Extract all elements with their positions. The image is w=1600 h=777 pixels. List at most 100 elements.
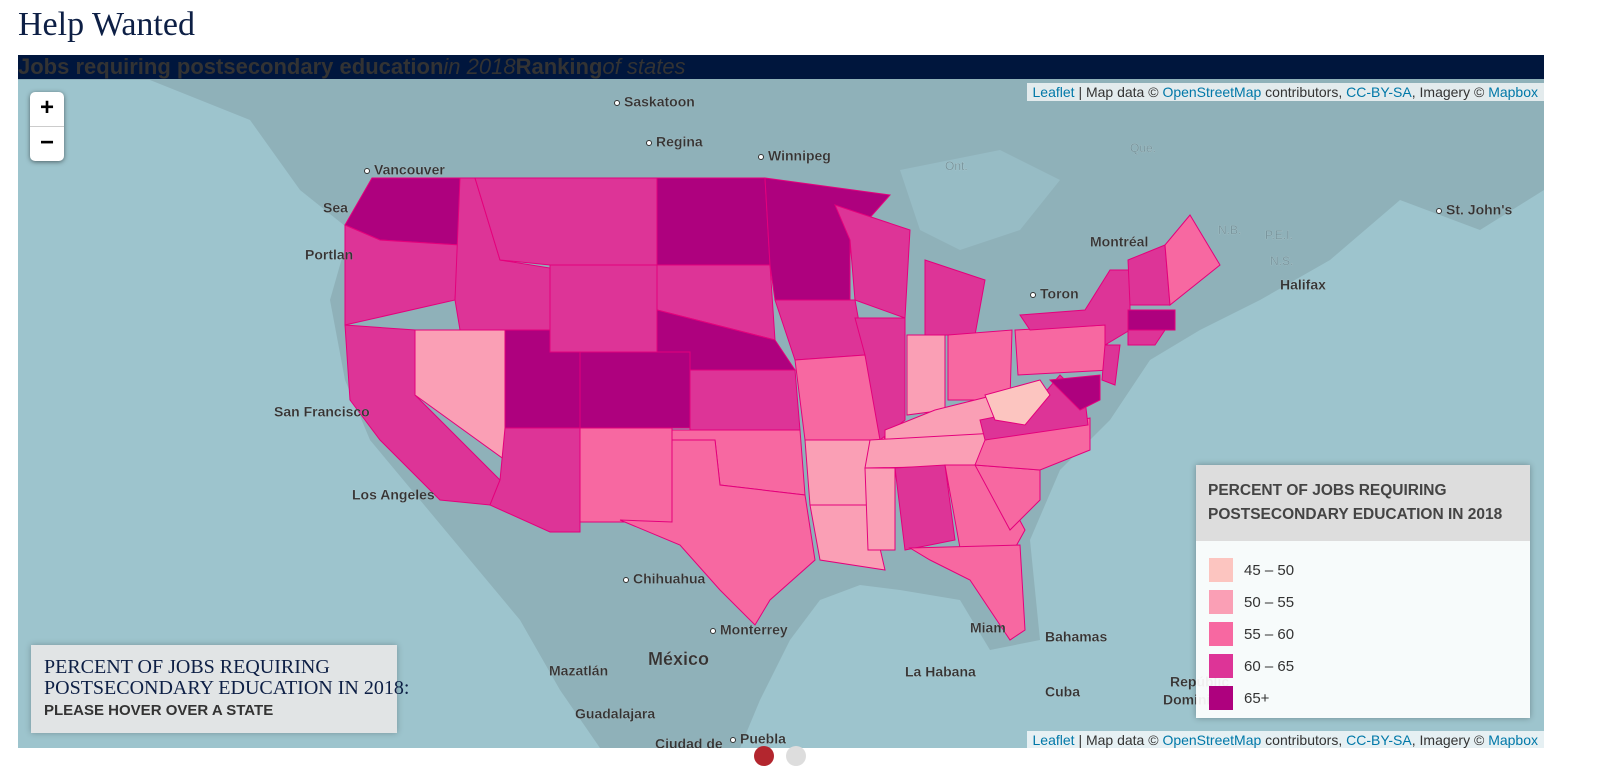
attribution-text: | Map data © — [1078, 732, 1159, 748]
place-dot — [614, 100, 620, 106]
attribution-link[interactable]: CC-BY-SA — [1346, 732, 1412, 748]
place-dot — [364, 168, 370, 174]
place-label: México — [648, 649, 709, 669]
legend-label: 55 – 60 — [1244, 625, 1295, 643]
place-label: Toron — [1040, 286, 1079, 302]
state[interactable] — [619, 439, 816, 626]
legend-items: 45 – 50 50 – 55 55 – 60 60 – 65 65+ — [1196, 541, 1530, 710]
attribution-link[interactable]: Mapbox — [1488, 84, 1538, 100]
legend-swatch — [1209, 622, 1233, 646]
legend-swatch — [1209, 654, 1233, 678]
place-label: Saskatoon — [624, 94, 695, 110]
place-label: La Habana — [905, 664, 976, 680]
state[interactable] — [1014, 324, 1111, 376]
place-label: Puebla — [740, 731, 786, 747]
state[interactable] — [804, 439, 876, 506]
place-label: Montréal — [1090, 234, 1148, 250]
place-label: Halifax — [1280, 277, 1326, 293]
info-title: PERCENT OF JOBS REQUIRING POSTSECONDARY … — [44, 656, 410, 699]
legend-label: 65+ — [1244, 689, 1270, 707]
state[interactable] — [656, 177, 771, 266]
place-label: P.E.I. — [1265, 228, 1293, 242]
state[interactable] — [689, 369, 801, 431]
place-dot — [646, 140, 652, 146]
legend-item: 65+ — [1209, 686, 1530, 710]
info-box: PERCENT OF JOBS REQUIRING POSTSECONDARY … — [31, 645, 409, 733]
state[interactable] — [947, 329, 1013, 401]
state[interactable] — [834, 204, 911, 319]
zoom-in[interactable]: + — [39, 94, 54, 121]
state[interactable] — [1164, 214, 1221, 306]
attribution: Leaflet | Map data © OpenStreetMap contr… — [1026, 731, 1544, 749]
attribution-text: | Map data © — [1078, 84, 1159, 100]
legend-item: 45 – 50 — [1209, 558, 1530, 582]
attribution-text: , Imagery © — [1411, 84, 1485, 100]
place-label: Chihuahua — [633, 571, 706, 587]
state[interactable] — [1127, 329, 1166, 346]
state[interactable] — [1127, 309, 1176, 331]
legend-label: 50 – 55 — [1244, 593, 1295, 611]
place-label: Ont. — [945, 159, 968, 173]
place-label: Ciudad de — [655, 736, 723, 752]
attribution-link[interactable]: OpenStreetMap — [1162, 84, 1262, 100]
legend-label: 45 – 50 — [1244, 561, 1295, 579]
legend-swatch — [1209, 590, 1233, 614]
state[interactable] — [894, 464, 956, 551]
state[interactable] — [549, 264, 658, 353]
legend-label: 60 – 65 — [1244, 657, 1295, 675]
legend-swatch — [1209, 686, 1233, 710]
attribution-link[interactable]: Leaflet — [1032, 84, 1075, 100]
attribution-link[interactable]: CC-BY-SA — [1346, 84, 1412, 100]
carousel-dot[interactable] — [754, 746, 774, 766]
attribution-link[interactable]: Mapbox — [1488, 732, 1538, 748]
map-header: Jobs requiring postsecondary educationin… — [18, 55, 1544, 79]
header-text: of states — [602, 55, 686, 79]
attribution-link[interactable]: Leaflet — [1032, 732, 1075, 748]
place-label: Regina — [656, 134, 703, 150]
state[interactable] — [864, 467, 896, 551]
place-label: Sea — [323, 200, 348, 216]
place-dot — [730, 737, 736, 743]
attribution-text: contributors, — [1265, 84, 1343, 100]
legend-item: 55 – 60 — [1209, 622, 1530, 646]
header-text: Jobs requiring postsecondary education — [18, 55, 444, 79]
carousel-dot[interactable] — [786, 746, 806, 766]
attribution-text: contributors, — [1265, 732, 1343, 748]
zoom-control: + − — [30, 92, 64, 161]
legend-item: 60 – 65 — [1209, 654, 1530, 678]
state[interactable] — [906, 334, 946, 416]
place-label: Bahamas — [1045, 629, 1107, 645]
place-dot — [758, 154, 764, 160]
place-label: Winnipeg — [768, 148, 831, 164]
place-label: Guadalajara — [575, 706, 655, 722]
state[interactable] — [579, 351, 691, 429]
state[interactable] — [984, 379, 1051, 426]
attribution-text: , Imagery © — [1411, 732, 1485, 748]
place-dot — [1030, 292, 1036, 298]
map-canvas: Saskatoon Regina Winnipeg Vancouver Sea Portl… — [18, 55, 1544, 752]
states — [344, 177, 1221, 641]
state[interactable] — [1048, 374, 1101, 411]
place-label: Mazatlán — [549, 663, 608, 679]
place-label: Miam — [970, 620, 1006, 636]
attribution-link[interactable]: OpenStreetMap — [1162, 732, 1262, 748]
state[interactable] — [908, 544, 1026, 641]
header-text: in 2018 — [443, 55, 516, 79]
state[interactable] — [579, 427, 673, 523]
place-label: N.S. — [1270, 254, 1293, 268]
legend-swatch — [1209, 558, 1233, 582]
legend-item: 50 – 55 — [1209, 590, 1530, 614]
state[interactable] — [474, 177, 658, 266]
place-dot — [1436, 208, 1442, 214]
place-label: Los Angeles — [352, 487, 435, 503]
place-label: St. John's — [1446, 202, 1513, 218]
place-dot — [623, 577, 629, 583]
place-label: San Francisco — [274, 404, 370, 420]
zoom-out[interactable]: − — [30, 126, 64, 161]
state[interactable] — [1101, 344, 1121, 386]
place-label: Cuba — [1045, 684, 1080, 700]
page-title: Help Wanted — [18, 6, 195, 43]
state[interactable] — [809, 504, 886, 571]
